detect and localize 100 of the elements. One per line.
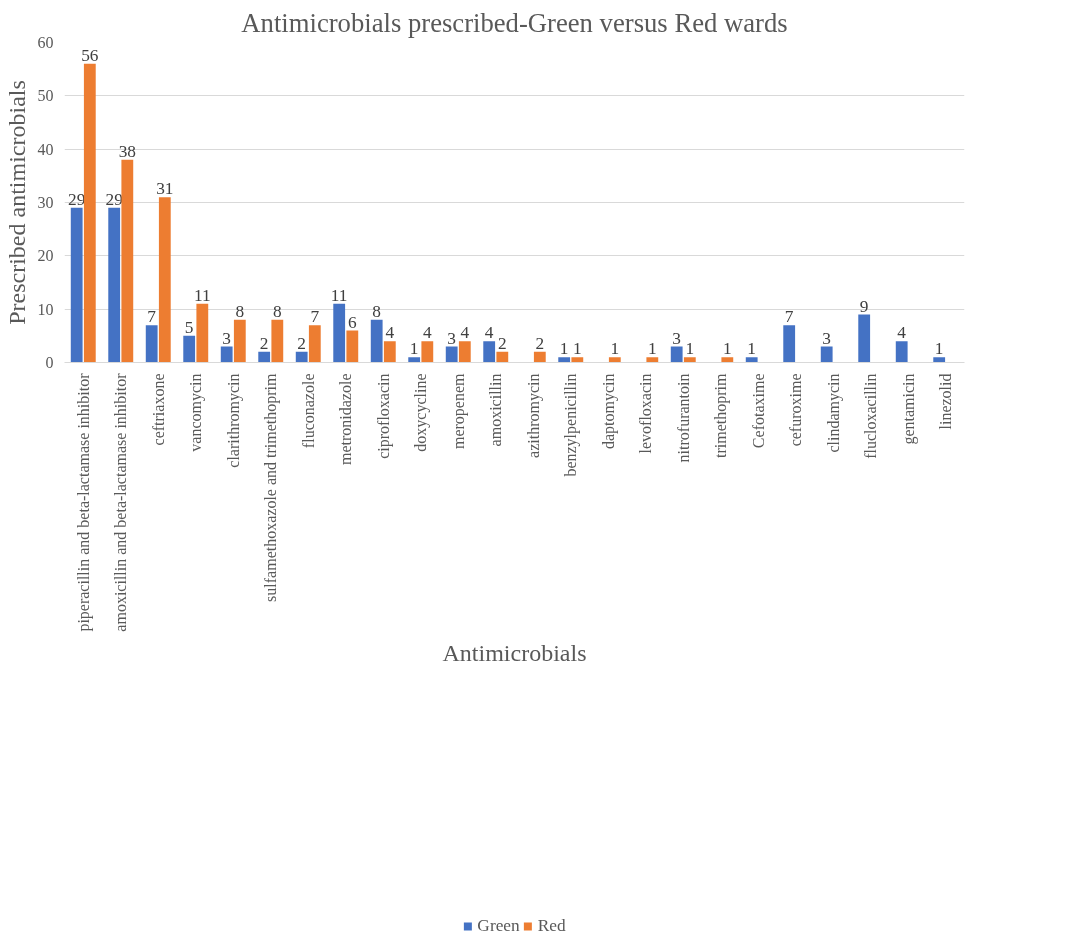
x-tick-label: vancomycin bbox=[187, 373, 206, 452]
legend-label: Green bbox=[477, 916, 520, 936]
bar bbox=[183, 335, 196, 363]
y-tick-label: 20 bbox=[37, 247, 54, 265]
data-label: 7 bbox=[310, 307, 320, 327]
bar bbox=[145, 325, 158, 363]
data-label: 1 bbox=[409, 339, 419, 359]
data-label: 4 bbox=[897, 323, 907, 343]
bar bbox=[721, 357, 734, 363]
bar bbox=[571, 357, 584, 363]
x-tick-label: clarithromycin bbox=[224, 373, 243, 468]
bar bbox=[421, 341, 434, 363]
bar bbox=[483, 341, 496, 363]
bar bbox=[670, 346, 683, 363]
data-label: 3 bbox=[672, 328, 682, 348]
x-axis-title: Antimicrobials bbox=[442, 639, 587, 666]
x-tick-label: amoxicillin bbox=[487, 373, 505, 447]
x-tick-label: meropenem bbox=[449, 372, 468, 450]
bar bbox=[196, 303, 209, 363]
data-label: 1 bbox=[934, 339, 944, 359]
data-label: 8 bbox=[272, 301, 282, 321]
data-label: 9 bbox=[859, 296, 869, 316]
data-label: 7 bbox=[784, 307, 794, 327]
bar bbox=[158, 197, 171, 363]
bar bbox=[383, 341, 396, 363]
data-label: 1 bbox=[747, 339, 757, 359]
x-tick-label: clindamycin bbox=[824, 373, 843, 453]
bar bbox=[745, 357, 758, 363]
bar bbox=[108, 207, 121, 363]
bar bbox=[933, 357, 946, 363]
bar bbox=[271, 319, 284, 363]
x-tick-label: amoxicillin and beta-lactamase inhibitor bbox=[112, 372, 130, 632]
data-label: 2 bbox=[297, 333, 307, 353]
bar bbox=[70, 207, 83, 363]
data-label: 1 bbox=[559, 339, 569, 359]
x-tick-label: benzylpenicillin bbox=[562, 373, 581, 477]
data-label: 2 bbox=[259, 333, 269, 353]
bar bbox=[220, 346, 233, 363]
x-tick-label: sulfamethoxazole and trimethoprim bbox=[262, 372, 281, 602]
data-label: 11 bbox=[330, 285, 348, 305]
bar bbox=[121, 159, 134, 363]
data-label: 1 bbox=[572, 339, 582, 359]
x-tick-label: fluconazole bbox=[299, 373, 317, 449]
data-label: 3 bbox=[447, 328, 457, 348]
data-label: 1 bbox=[610, 339, 620, 359]
bar bbox=[458, 341, 471, 363]
bar bbox=[346, 330, 359, 363]
data-label: 8 bbox=[235, 301, 245, 321]
data-label: 6 bbox=[347, 312, 357, 332]
bar bbox=[445, 346, 458, 363]
x-tick-label: gentamicin bbox=[899, 373, 918, 445]
bar bbox=[895, 341, 908, 363]
x-tick-label: ciprofloxacin bbox=[374, 373, 393, 459]
data-label: 5 bbox=[184, 317, 194, 337]
x-tick-label: cefuroxime bbox=[787, 373, 805, 447]
data-label: 1 bbox=[647, 339, 657, 359]
bar bbox=[608, 357, 621, 363]
bar bbox=[558, 357, 571, 363]
bar bbox=[308, 325, 321, 363]
bar bbox=[646, 357, 659, 363]
y-tick-label: 60 bbox=[37, 34, 54, 51]
bar bbox=[858, 314, 871, 363]
bar bbox=[820, 346, 833, 363]
x-tick-label: piperacillin and beta-lactamase inhibitor bbox=[74, 372, 93, 632]
bar bbox=[295, 351, 308, 363]
bar bbox=[496, 351, 509, 363]
bar bbox=[258, 351, 271, 363]
y-tick-label: 0 bbox=[45, 354, 54, 371]
data-label: 1 bbox=[685, 339, 695, 359]
x-tick-label: doxycycline bbox=[412, 373, 431, 452]
x-tick-label: azithromycin bbox=[524, 373, 543, 458]
y-tick-label: 40 bbox=[37, 140, 54, 158]
bar bbox=[333, 303, 346, 363]
x-tick-label: daptomycin bbox=[599, 373, 618, 450]
data-label: 11 bbox=[193, 285, 211, 305]
x-tick-label: metronidazole bbox=[337, 373, 355, 466]
x-tick-label: linezolid bbox=[937, 373, 955, 430]
data-label: 56 bbox=[81, 45, 99, 65]
data-label: 4 bbox=[385, 323, 395, 343]
y-tick-label: 10 bbox=[37, 300, 54, 318]
data-label: 4 bbox=[422, 323, 432, 343]
data-label: 1 bbox=[722, 339, 732, 359]
data-label: 3 bbox=[222, 328, 232, 348]
x-tick-label: flucloxacillin bbox=[862, 373, 880, 459]
data-label: 31 bbox=[156, 179, 174, 199]
bar bbox=[233, 319, 246, 363]
bar bbox=[683, 357, 696, 363]
bar bbox=[783, 325, 796, 363]
data-label: 38 bbox=[118, 141, 136, 161]
legend-label: Red bbox=[537, 916, 566, 936]
x-tick-label: Cefotaxime bbox=[749, 373, 767, 449]
chart-title: Antimicrobials prescribed-Green versus Red wards bbox=[241, 7, 788, 38]
data-label: 4 bbox=[484, 323, 494, 343]
y-tick-label: 50 bbox=[37, 87, 54, 105]
x-tick-label: nitrofurantoin bbox=[674, 373, 692, 463]
bar bbox=[83, 63, 96, 363]
x-tick-label: trimethoprim bbox=[712, 372, 731, 458]
bar bbox=[408, 357, 421, 363]
data-label: 3 bbox=[822, 328, 832, 348]
data-label: 7 bbox=[147, 307, 157, 327]
